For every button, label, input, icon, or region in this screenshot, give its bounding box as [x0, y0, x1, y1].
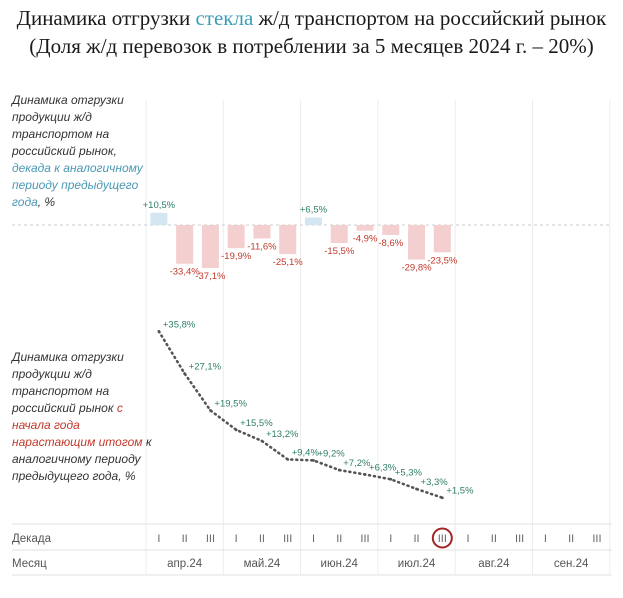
line-label-11: +1,5% [446, 486, 474, 497]
decade-tick-4-1: II [491, 533, 497, 545]
line-label-6: +9,2% [317, 448, 345, 459]
line-labels: +35,8% +27,1% +19,5% +15,5%+13,2% +9,4%+9,2%… [163, 319, 474, 496]
line-label-5: +9,4% [292, 447, 320, 458]
month-tick-3: июл.24 [398, 558, 436, 570]
cumulative-polyline [157, 330, 444, 500]
title-suffix: ж/д транспортом на российский рынок [253, 6, 607, 30]
month-tick-0: апр.24 [167, 558, 203, 570]
decade-tick-2-1: II [336, 533, 342, 545]
bar-desc-main: Динамика отгрузки продукции ж/д транспор… [12, 93, 124, 158]
decade-tick-2-2: III [360, 533, 369, 545]
line-point-6 [312, 458, 315, 462]
bar-label-9: -8,6% [378, 238, 403, 249]
line-label-2: +19,5% [214, 398, 247, 409]
bar-9 [382, 225, 400, 235]
bar-label-10: -29,8% [401, 263, 432, 274]
month-tick-1: май.24 [244, 558, 281, 570]
month-tick-2: июн.24 [321, 558, 359, 570]
line-label-8: +6,3% [369, 462, 397, 473]
line-point-5 [286, 458, 290, 461]
axis-label-month: Месяц [12, 558, 47, 570]
line-label-3: +15,5% [240, 418, 273, 429]
bar-label-8: -4,9% [353, 234, 378, 245]
title-prefix: Динамика отгрузки [16, 6, 196, 30]
decade-tick-2-0: I [312, 533, 315, 545]
line-point-2 [209, 409, 212, 412]
line-label-9: +5,3% [395, 467, 423, 478]
bar-label-1: -33,4% [170, 267, 201, 278]
bar-10 [408, 225, 426, 260]
cumulative-line [157, 329, 444, 500]
bar-label-3: -19,9% [221, 251, 252, 262]
line-point-3 [234, 428, 238, 432]
decade-tick-3-0: I [389, 533, 392, 545]
bar-label-4: -11,6% [247, 241, 277, 252]
month-tick-4: авг.24 [478, 558, 510, 570]
bar-1 [176, 225, 194, 264]
decade-tick-4-0: I [467, 533, 470, 545]
chart-grid [12, 100, 612, 576]
bar-desc-year: года [12, 195, 38, 209]
bar-labels: +10,5% -33,4%-37,1% -19,9%-11,6% -25,1% +6,5… [143, 200, 458, 282]
decade-tick-3-2: III [438, 533, 447, 545]
line-point-9 [389, 477, 393, 481]
bar-8 [356, 225, 374, 231]
decade-tick-5-1: II [568, 533, 574, 545]
line-point-4 [260, 439, 264, 443]
line-desc-cumulative: с начала года нарастающим итогом [12, 401, 143, 449]
bar-0 [150, 212, 168, 225]
axis-label-decade: Декада [12, 533, 52, 545]
decade-tick-0-1: II [182, 533, 188, 545]
bar-6 [304, 217, 322, 225]
decade-tick-1-2: III [283, 533, 292, 545]
line-point-1 [183, 372, 187, 375]
bar-label-0: +10,5% [143, 200, 176, 211]
line-chart-description: Динамика отгрузки продукции ж/д транспор… [12, 349, 152, 485]
decade-tick-4-2: III [515, 533, 524, 545]
line-label-4: +13,2% [266, 429, 299, 440]
decade-tick-0-0: I [157, 533, 160, 545]
line-label-0: +35,8% [163, 319, 196, 330]
line-label-7: +7,2% [343, 458, 371, 469]
highlight-marker [431, 527, 453, 549]
bar-11 [433, 225, 451, 253]
line-desc-main: Динамика отгрузки продукции ж/д транспор… [12, 350, 124, 415]
bar-label-7: -15,5% [324, 246, 355, 257]
line-label-1: +27,1% [189, 362, 222, 373]
decade-tick-5-2: III [592, 533, 601, 545]
line-label-10: +3,3% [421, 477, 449, 488]
decade-tick-5-0: I [544, 533, 547, 545]
line-point-8 [363, 473, 367, 476]
decade-tick-1-0: I [235, 533, 238, 545]
month-tick-5: сен.24 [554, 558, 589, 570]
bar-2 [201, 225, 219, 269]
bar-desc-period: декада к аналогичному периоду предыдущег… [12, 161, 143, 192]
bar-5 [279, 225, 297, 255]
bar-7 [330, 225, 348, 243]
chart-subtitle: (Доля ж/д перевозок в потреблении за 5 м… [29, 34, 594, 58]
decade-tick-3-1: II [413, 533, 419, 545]
line-desc-period: к аналогичному периоду предыдущего года,… [12, 435, 152, 483]
bar-label-5: -25,1% [273, 257, 304, 268]
chart-title: Динамика отгрузки стекла ж/д транспортом… [0, 6, 623, 31]
decade-tick-1-1: II [259, 533, 265, 545]
decade-tick-0-2: III [206, 533, 215, 545]
line-point-11 [440, 496, 444, 500]
bar-label-6: +6,5% [300, 204, 328, 215]
line-point-10 [415, 487, 418, 491]
bar-series [150, 212, 451, 269]
bar-chart-description: Динамика отгрузки продукции ж/д транспор… [12, 92, 152, 211]
bar-3 [227, 225, 245, 249]
bar-4 [253, 225, 271, 239]
line-point-7 [337, 468, 341, 472]
bar-label-2: -37,1% [195, 271, 226, 282]
line-point-0 [157, 329, 161, 333]
title-highlight: стекла [195, 6, 254, 30]
bar-label-11: -23,5% [427, 255, 458, 266]
bar-desc-unit: , % [37, 195, 56, 209]
